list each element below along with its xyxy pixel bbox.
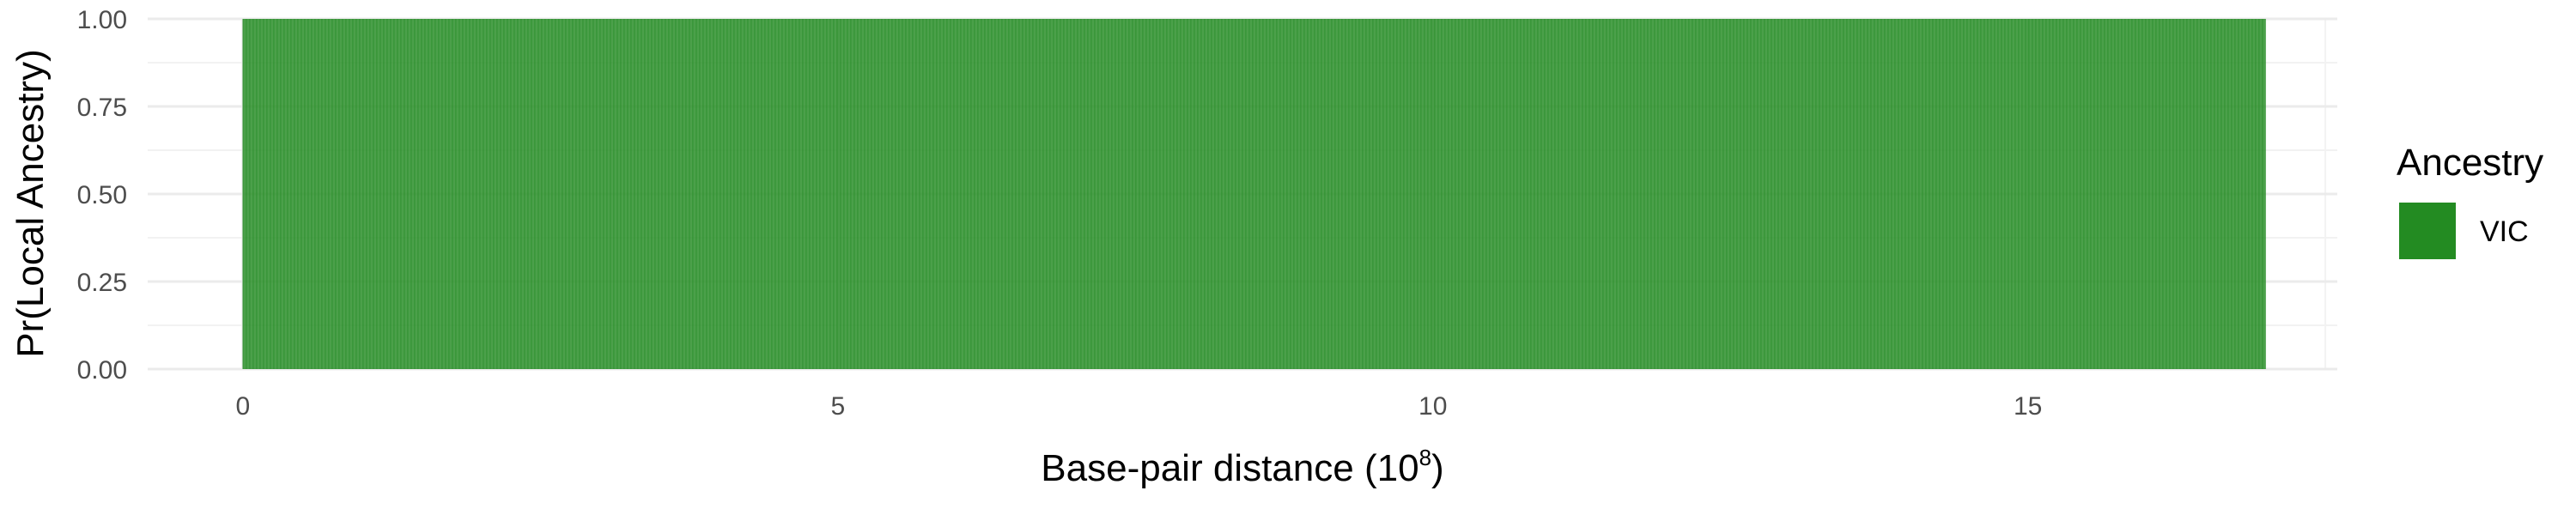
y-tick-label: 0.50: [77, 181, 127, 209]
y-tick-label: 0.00: [77, 356, 127, 385]
ancestry-area-vic: [242, 19, 2266, 369]
tick-layer: 0 5 10 15 0.00 0.25 0.50 0.75 1.00: [77, 6, 2043, 421]
x-tick-label: 5: [830, 392, 845, 421]
y-tick-label: 0.75: [77, 94, 127, 122]
y-axis-title: Pr(Local Ancestry): [9, 49, 52, 357]
data-layer: [242, 19, 2266, 369]
x-axis-unit-exponent: 8: [1419, 445, 1431, 470]
legend-key-vic: [2399, 203, 2456, 259]
x-tick-label: 10: [1419, 392, 1447, 421]
legend-title: Ancestry: [2397, 142, 2543, 184]
x-axis-title: Base-pair distance (108): [1041, 445, 1443, 489]
ancestry-bar-stripes: [242, 19, 2263, 369]
x-axis-unit-base: 10: [1377, 447, 1419, 489]
legend-label-vic: VIC: [2480, 215, 2529, 248]
y-tick-label: 1.00: [77, 6, 127, 34]
x-tick-label: 0: [236, 392, 251, 421]
x-tick-label: 15: [2014, 392, 2042, 421]
x-axis-title-text: Base-pair distance: [1041, 447, 1353, 489]
legend: Ancestry VIC: [2397, 142, 2543, 259]
y-tick-label: 0.25: [77, 269, 127, 297]
